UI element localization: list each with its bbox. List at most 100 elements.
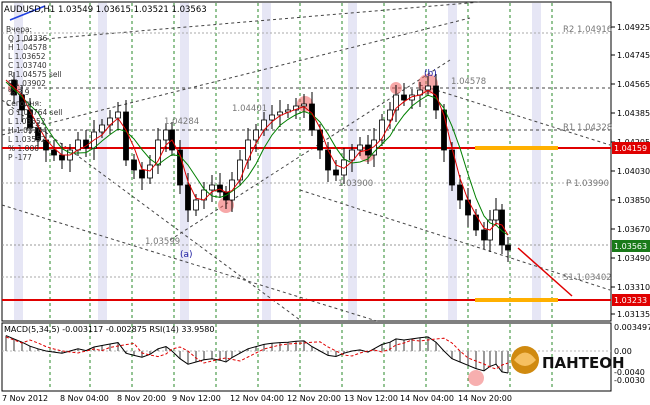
bear-candle: [177, 149, 183, 186]
price-tick-label: 1.04565: [617, 80, 650, 89]
info-line: O 1.04336: [8, 34, 48, 43]
bear-candle: [35, 127, 41, 141]
time-axis: 7 Nov 2012 8 Nov 04:00 8 Nov 20:00 9 Nov 12…: [2, 394, 512, 403]
info-line: H 1.04578: [8, 43, 47, 52]
price-badge: [612, 294, 650, 306]
price-axis: 1.049251.047451.045651.043851.042051.040…: [611, 23, 650, 319]
price-tick-label: 1.03135: [617, 310, 650, 319]
bull-candle: [253, 129, 259, 141]
bear-candle: [505, 244, 511, 251]
time-axis-label: 13 Nov 12:00: [344, 394, 398, 403]
indicator-label: MACD(5,34,5) -0.003117 -0.002875 RSI(14)…: [4, 325, 214, 334]
bull-candle: [277, 111, 283, 116]
indicator-tick-label: -0.0030: [614, 376, 645, 385]
bear-candle: [499, 209, 505, 246]
info-line: R 1.04575 sell: [8, 70, 62, 79]
info-yesterday-title: Вчера:: [6, 25, 32, 34]
support-zone: [475, 298, 558, 302]
price-tick-label: 1.03850: [617, 196, 650, 205]
panteon-logo: ПАНТЕОН: [511, 346, 625, 374]
info-line: L 1.03552: [8, 135, 46, 144]
bear-candle: [317, 129, 323, 151]
price-badge: [612, 142, 650, 154]
bull-candle: [387, 109, 393, 121]
wave-a-label: (a): [180, 250, 193, 260]
logo-text: ПАНТЕОН: [542, 354, 625, 372]
time-axis-label: 7 Nov 2012: [2, 394, 48, 403]
bear-candle: [401, 94, 407, 101]
bull-candle: [163, 129, 169, 141]
info-line: H 1.03764: [8, 126, 47, 135]
bull-candle: [493, 209, 499, 221]
bull-candle: [425, 85, 431, 91]
swing-b-label: 1.04578: [451, 77, 486, 87]
swing-low-label: 1.03599: [145, 237, 180, 247]
bull-candle: [371, 139, 377, 156]
price-tick-label: 1.03670: [617, 225, 650, 234]
moving-average-slow: [5, 81, 509, 236]
bull-candle: [75, 139, 81, 151]
price-tick-label: 1.03490: [617, 254, 650, 263]
bear-candle: [131, 159, 137, 171]
bull-candle: [349, 149, 355, 161]
symbol-label: AUDUSD,H1 1.03549 1.03615 1.03521 1.0356…: [4, 5, 207, 15]
macd-line: [5, 335, 509, 374]
bull-candle: [393, 94, 399, 111]
bear-candle: [139, 169, 145, 179]
vertical-grid: [49, 3, 553, 320]
time-axis-label: 14 Nov 04:00: [400, 394, 454, 403]
moving-average-fast: [5, 79, 509, 236]
pivot-r1-label: R1 1.04328: [563, 123, 612, 133]
price-tick-label: 1.03310: [617, 283, 650, 292]
forecast-line: [517, 247, 573, 297]
time-axis-label: 8 Nov 20:00: [117, 394, 166, 403]
price-badge-label: 1.03233: [614, 296, 647, 305]
price-badge-label: 1.04159: [614, 144, 647, 153]
drawn-trendline: [9, 5, 46, 21]
pivot-p-label: P 1.03990: [566, 179, 609, 189]
bear-candle: [457, 184, 463, 201]
price-badge: [612, 240, 650, 252]
indicator-highlight: [468, 370, 484, 386]
bear-candle: [51, 149, 57, 156]
trend-lines: [1, 1, 611, 323]
info-line: L 1.03652: [8, 52, 46, 61]
price-tick-label: 1.04745: [617, 51, 650, 60]
price-pane[interactable]: [1, 1, 612, 322]
bull-candle: [115, 111, 121, 119]
bear-candle: [481, 229, 487, 241]
indicator-axis: 0.003497 0.00 -0.0030-0.0040: [614, 323, 650, 385]
time-axis-label: 8 Nov 04:00: [60, 394, 109, 403]
bear-candle: [59, 154, 65, 161]
wave-b-label: (b): [424, 69, 437, 79]
resistance-zone: [475, 146, 558, 150]
bear-candle: [441, 109, 447, 151]
bear-candle: [123, 111, 129, 161]
time-axis-label: 12 Nov 20:00: [287, 394, 341, 403]
info-line: C 1.03740: [8, 61, 47, 70]
info-line: P -177: [8, 153, 32, 162]
swing-mid-label: 1.03900: [338, 179, 373, 189]
info-line: L 1.03552: [8, 117, 46, 126]
bull-candle: [379, 119, 385, 141]
signal-line: [5, 336, 509, 370]
indicator-tick-label: -0.0040: [614, 368, 645, 377]
bull-candle: [209, 184, 215, 191]
pivot-dotted-lines: [2, 32, 610, 278]
bull-candle: [269, 114, 275, 121]
pivot-labels: R2 1.04916 R1 1.04328 P 1.03990 S1 1.034…: [145, 25, 612, 283]
indicator-tick-label: 0.00: [614, 347, 632, 356]
macd-histogram: [5, 335, 509, 373]
info-line: P 1.03902: [8, 79, 46, 88]
time-axis-label: 12 Nov 04:00: [230, 394, 284, 403]
bull-candle: [357, 144, 363, 151]
time-axis-label: 9 Nov 12:00: [172, 394, 221, 403]
bull-candle: [99, 124, 105, 133]
bull-candle: [193, 199, 199, 211]
bull-candle: [409, 94, 415, 101]
info-line: % 3.9: [8, 88, 30, 97]
bear-candle: [333, 169, 339, 176]
time-axis-label: 14 Nov 20:00: [458, 394, 512, 403]
